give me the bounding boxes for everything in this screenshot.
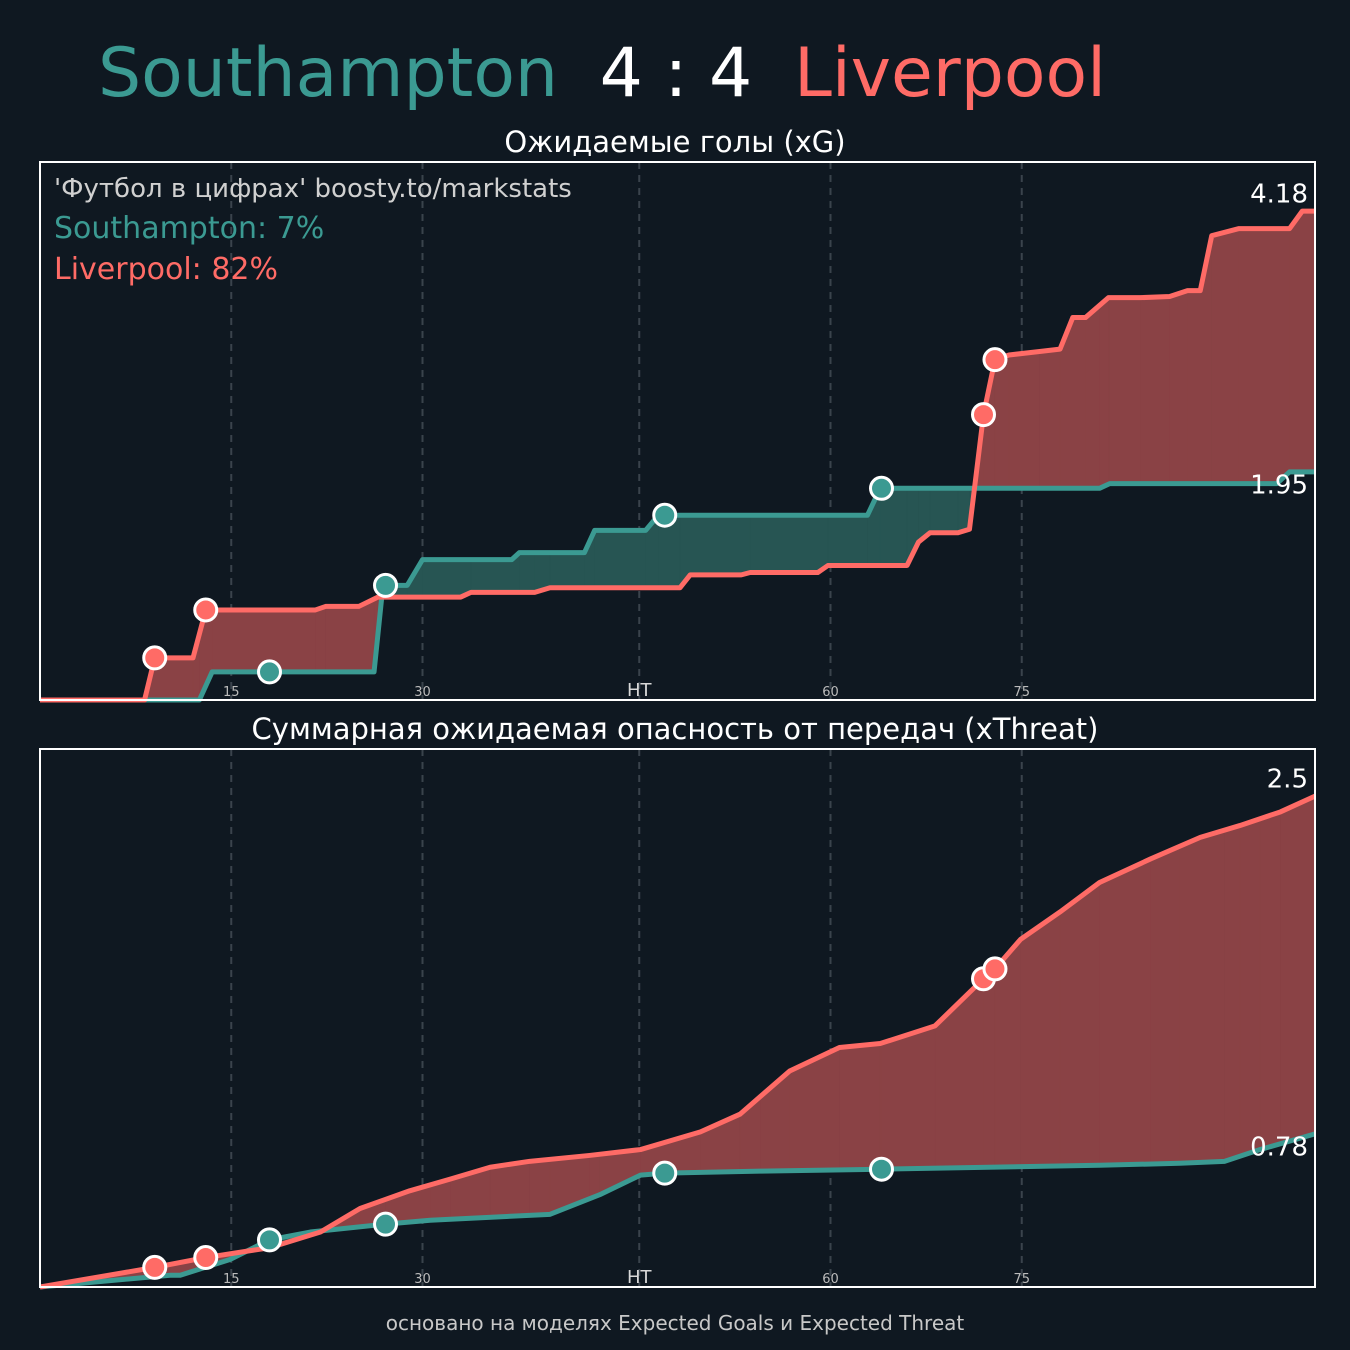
lead-area: [489, 1161, 530, 1218]
series-line: [40, 208, 1315, 703]
lead-area: [325, 606, 359, 673]
lead-area: [1238, 228, 1277, 484]
lead-area: [929, 488, 959, 534]
end-value-label: 4.18: [1250, 180, 1308, 210]
lead-area: [1211, 228, 1239, 484]
match-header: Southampton 4 : 4 Liverpool: [98, 34, 1106, 113]
goal-marker: [869, 1156, 894, 1182]
lead-area: [1302, 210, 1316, 473]
lead-area: [1289, 210, 1303, 473]
lead-area: [827, 514, 868, 566]
x-tick-label: 15: [223, 685, 240, 700]
lead-area: [1039, 348, 1061, 489]
goal-marker: [982, 347, 1008, 373]
lead-area: [1224, 825, 1241, 1162]
lead-area: [519, 552, 535, 593]
lead-area: [1169, 290, 1188, 484]
x-tick-label: HT: [627, 680, 653, 701]
x-tick-label: 30: [414, 685, 431, 700]
lead-area: [1109, 297, 1141, 484]
goal-marker: [257, 659, 282, 685]
lead-area: [549, 552, 585, 588]
end-value-label: 0.78: [1250, 1132, 1308, 1162]
end-value-label: 1.95: [1250, 470, 1308, 500]
goal-marker: [971, 402, 996, 428]
lead-area: [1099, 858, 1151, 1166]
lead-area: [1200, 829, 1225, 1163]
plot-frame: [39, 748, 1316, 1288]
lead-area: [741, 514, 751, 576]
lead-area: [529, 1159, 551, 1216]
away-team: Liverpool: [794, 34, 1106, 113]
lead-area: [470, 559, 512, 593]
lead-area: [1150, 845, 1181, 1165]
goal-marker: [373, 1211, 399, 1237]
goal-marker: [373, 572, 399, 598]
lead-area: [1020, 911, 1061, 1167]
goal-marker: [982, 956, 1008, 982]
goal-marker: [652, 502, 678, 528]
end-value-label: 2.5: [1267, 765, 1308, 795]
goal-marker: [142, 1254, 168, 1280]
x-tick-label: HT: [627, 1267, 653, 1288]
goal-marker: [193, 1245, 219, 1271]
goal-marker: [193, 597, 219, 623]
goal-marker: [652, 1160, 678, 1186]
lead-area: [1239, 818, 1261, 1157]
lead-area: [1085, 304, 1100, 489]
x-tick-label: 30: [414, 1272, 431, 1287]
lead-area: [1187, 290, 1201, 484]
lead-area: [881, 1025, 936, 1170]
lead-area: [589, 1153, 600, 1200]
series-line: [39, 1131, 1316, 1290]
lead-area: [1072, 317, 1086, 489]
x-tick-label: 60: [822, 685, 839, 700]
chart-title: Суммарная ожидаемая опасность от передач…: [252, 712, 1099, 746]
plot-frame: [39, 161, 1316, 701]
lead-area: [594, 530, 646, 588]
lead-area: [994, 354, 1010, 489]
lead-area: [422, 559, 461, 598]
lead-area: [1179, 836, 1201, 1164]
x-tick-label: 75: [1013, 685, 1030, 700]
annotation: Liverpool: 82%: [54, 252, 278, 287]
lead-area: [983, 968, 996, 1168]
lead-area: [1280, 795, 1316, 1145]
lead-area: [749, 514, 818, 573]
series-line: [39, 793, 1317, 1290]
lead-area: [358, 598, 375, 673]
lead-area: [839, 1043, 881, 1171]
lead-area: [690, 514, 742, 576]
annotation: Southampton: 7%: [54, 211, 324, 246]
lead-area: [1059, 882, 1100, 1167]
lead-area: [1008, 351, 1040, 489]
x-tick-label: 75: [1013, 1272, 1030, 1287]
goal-marker: [142, 645, 168, 671]
chart-title: Ожидаемые голы (xG): [504, 125, 845, 159]
lead-area: [1099, 297, 1109, 489]
x-tick-label: 60: [822, 1272, 839, 1287]
series-line: [40, 469, 1315, 703]
annotation: 'Футбол в цифрах' boosty.to/markstats: [54, 174, 572, 204]
x-tick-label: 15: [223, 1272, 240, 1287]
score: 4 : 4: [600, 34, 753, 113]
lead-area: [1140, 296, 1170, 484]
footer: основано на моделях Expected Goals и Exp…: [386, 1311, 965, 1335]
lead-area: [1276, 228, 1290, 485]
home-team: Southampton: [98, 34, 558, 113]
lead-area: [1259, 811, 1281, 1150]
goal-marker: [869, 475, 894, 501]
lead-area: [315, 606, 326, 673]
goal-marker: [257, 1227, 282, 1253]
